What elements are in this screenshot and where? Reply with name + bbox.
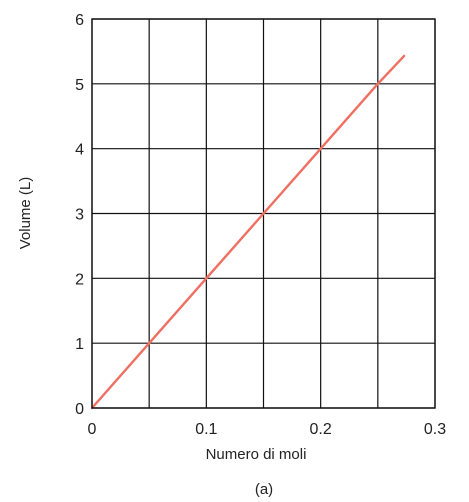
x-tick-labels: 0 0.1 0.2 0.3: [88, 421, 447, 438]
y-tick-label: 3: [75, 207, 84, 224]
x-tick-label: 0.3: [424, 421, 446, 438]
x-axis-label: Numero di moli: [206, 446, 307, 463]
series-layer: [90, 54, 406, 410]
plot-border: [91, 18, 436, 409]
y-tick-labels: 0 1 2 3 4 5 6: [75, 12, 84, 418]
y-tick-label: 2: [75, 271, 84, 288]
y-tick-label: 5: [75, 77, 84, 94]
y-tick-label: 0: [75, 401, 84, 418]
y-tick-label: 4: [75, 142, 84, 159]
plot-frame: [91, 18, 436, 409]
x-tick-label: 0: [88, 421, 97, 438]
x-tick-label: 0.1: [195, 421, 217, 438]
y-tick-label: 1: [75, 336, 84, 353]
y-tick-label: 6: [75, 12, 84, 29]
series-line-0: [90, 54, 406, 410]
x-tick-label: 0.2: [310, 421, 332, 438]
panel-label: (a): [255, 481, 273, 498]
y-axis-label: Volume (L): [17, 177, 34, 250]
